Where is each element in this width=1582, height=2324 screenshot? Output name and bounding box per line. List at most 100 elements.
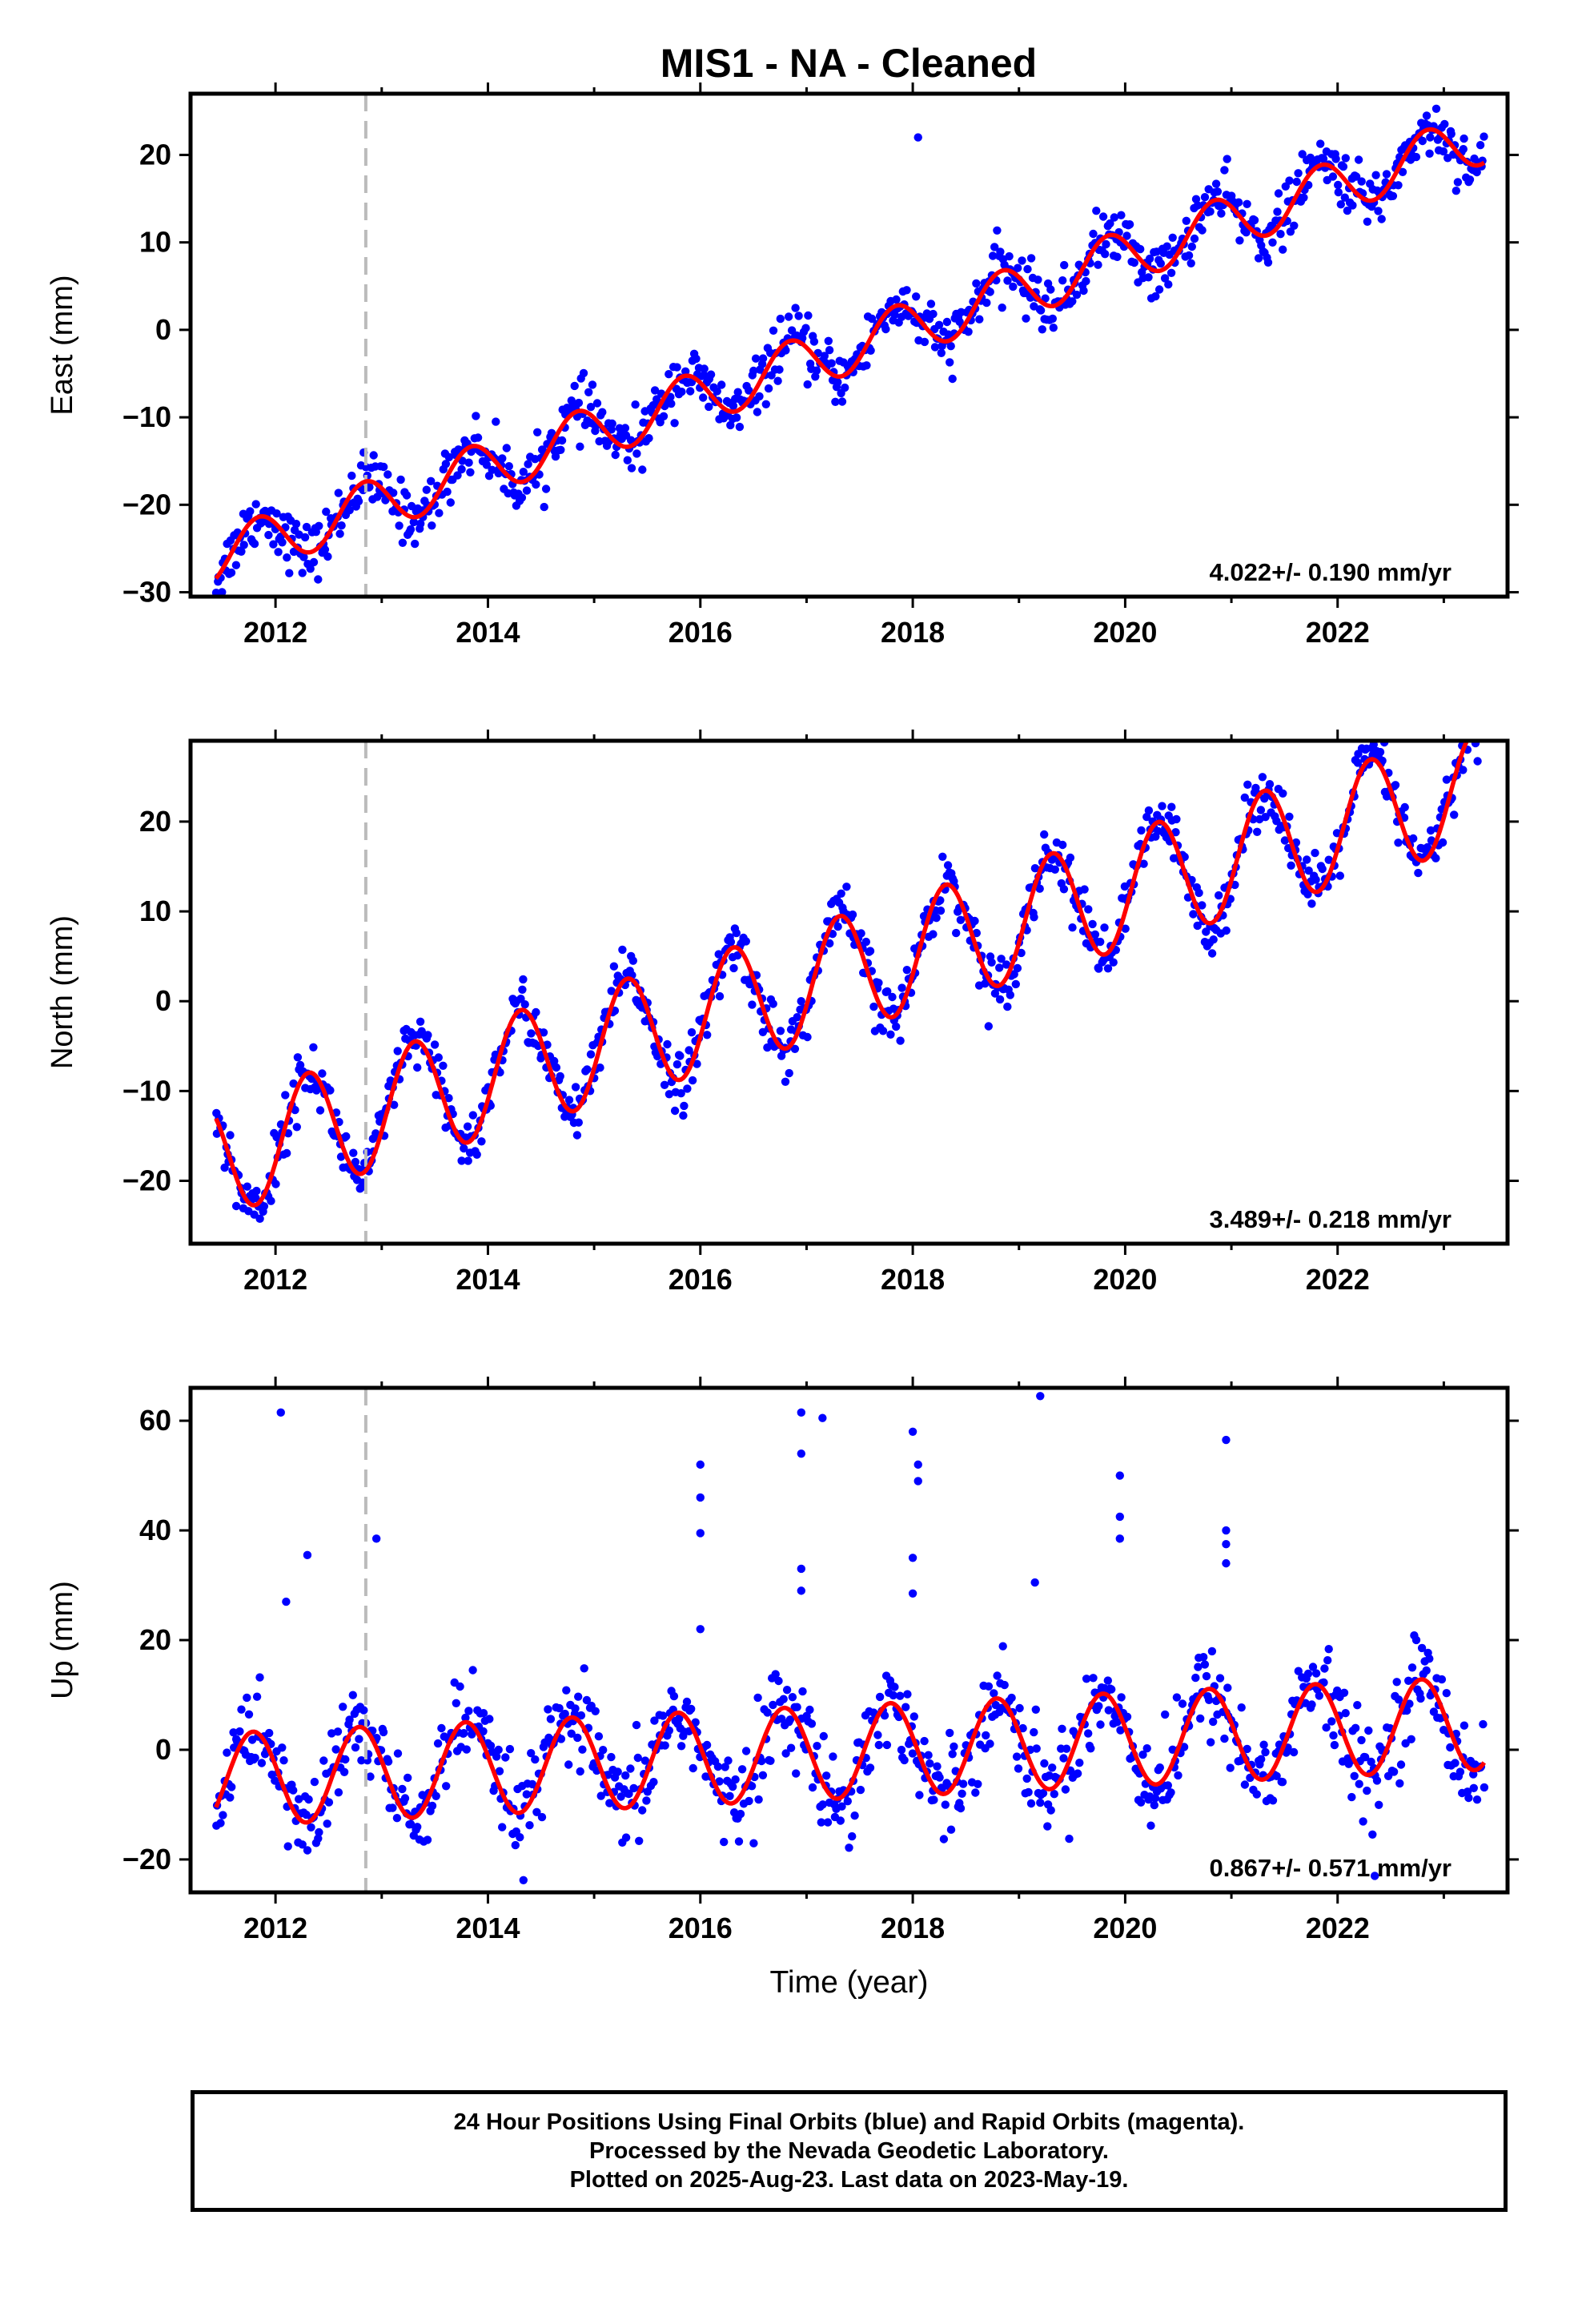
data-point [1411, 152, 1421, 162]
x-tick-label: 2022 [1306, 1263, 1370, 1296]
data-point [1000, 1680, 1009, 1690]
data-point [845, 1844, 853, 1852]
data-point [1359, 1817, 1367, 1826]
data-point [1207, 1647, 1217, 1656]
data-point [650, 1716, 659, 1725]
data-point [935, 1773, 944, 1782]
x-tick-label: 2014 [456, 616, 520, 649]
data-point [784, 312, 793, 321]
data-point [573, 1733, 582, 1743]
data-point [1059, 885, 1069, 894]
data-point [1107, 1685, 1116, 1694]
data-point [552, 1063, 561, 1072]
x-tick-label: 2012 [243, 616, 307, 649]
data-point [1286, 227, 1295, 236]
data-point [1092, 207, 1101, 215]
data-point [406, 1819, 416, 1829]
data-point [231, 1201, 241, 1211]
data-point [1084, 905, 1093, 914]
data-point [1110, 213, 1119, 222]
y-tick-label: −20 [122, 1164, 171, 1197]
data-point [1182, 216, 1191, 225]
data-point [292, 1123, 301, 1132]
data-point [1144, 806, 1154, 815]
data-point [586, 403, 596, 412]
data-point [1478, 724, 1486, 732]
data-point [934, 320, 944, 329]
data-point [1137, 826, 1146, 835]
data-point [1375, 1800, 1383, 1809]
data-point [892, 1022, 901, 1031]
data-point [437, 1723, 446, 1733]
outlier-point [797, 1408, 806, 1417]
data-point [1292, 177, 1301, 187]
data-point [342, 1132, 351, 1141]
data-point [761, 400, 770, 408]
data-point [495, 1767, 504, 1775]
data-point [700, 364, 709, 373]
data-point [812, 366, 821, 375]
data-point [677, 388, 686, 396]
data-point [926, 1759, 934, 1768]
data-point [466, 468, 475, 476]
data-point [1171, 828, 1180, 837]
data-point [1240, 793, 1250, 802]
data-point [929, 930, 938, 939]
data-point [264, 530, 273, 540]
data-point [1198, 226, 1207, 235]
data-point [621, 1833, 631, 1842]
outlier-point [696, 1493, 705, 1502]
data-point [848, 910, 857, 919]
data-point [1371, 171, 1380, 179]
data-point [520, 1000, 529, 1009]
data-point [336, 1152, 346, 1161]
data-point [237, 547, 246, 556]
data-point [1040, 830, 1049, 839]
data-point [803, 1032, 812, 1042]
data-point [677, 1089, 685, 1098]
x-tick-label: 2014 [456, 1263, 520, 1296]
data-point [848, 1831, 857, 1841]
outlier-point [1115, 1471, 1124, 1480]
data-point [986, 1739, 994, 1748]
data-point [283, 553, 291, 562]
data-point [896, 1036, 905, 1045]
data-point [422, 485, 431, 494]
data-point [293, 1053, 303, 1062]
data-point [1167, 802, 1176, 811]
data-point [1414, 868, 1423, 878]
data-point [517, 493, 527, 502]
data-point [1375, 747, 1385, 757]
data-point [435, 509, 444, 517]
data-point [235, 1727, 244, 1736]
data-point [990, 243, 999, 251]
data-point [902, 286, 911, 295]
data-point [1268, 238, 1277, 247]
data-point [1164, 280, 1173, 289]
data-point [1479, 1719, 1488, 1729]
data-point [779, 1695, 788, 1703]
data-point [522, 486, 532, 495]
data-point [956, 915, 966, 925]
data-point [567, 1729, 576, 1738]
data-point [1102, 239, 1110, 249]
data-points-up [212, 1392, 1489, 1884]
data-point [457, 464, 466, 474]
data-point [1031, 1705, 1041, 1714]
data-point [303, 1846, 312, 1855]
data-point [1426, 133, 1435, 142]
y-tick-label: −10 [122, 1074, 171, 1107]
data-point [1142, 1744, 1151, 1753]
data-point [464, 1707, 473, 1715]
data-point [1189, 910, 1198, 919]
data-point [314, 1834, 323, 1843]
data-point [996, 247, 1005, 256]
data-point [540, 502, 548, 512]
data-point [1100, 923, 1109, 932]
data-point [693, 1059, 701, 1068]
data-point [265, 1728, 274, 1738]
data-point [1121, 924, 1130, 933]
data-point [359, 1706, 368, 1715]
data-point [1145, 254, 1154, 263]
y-tick-label: −20 [122, 1843, 171, 1876]
